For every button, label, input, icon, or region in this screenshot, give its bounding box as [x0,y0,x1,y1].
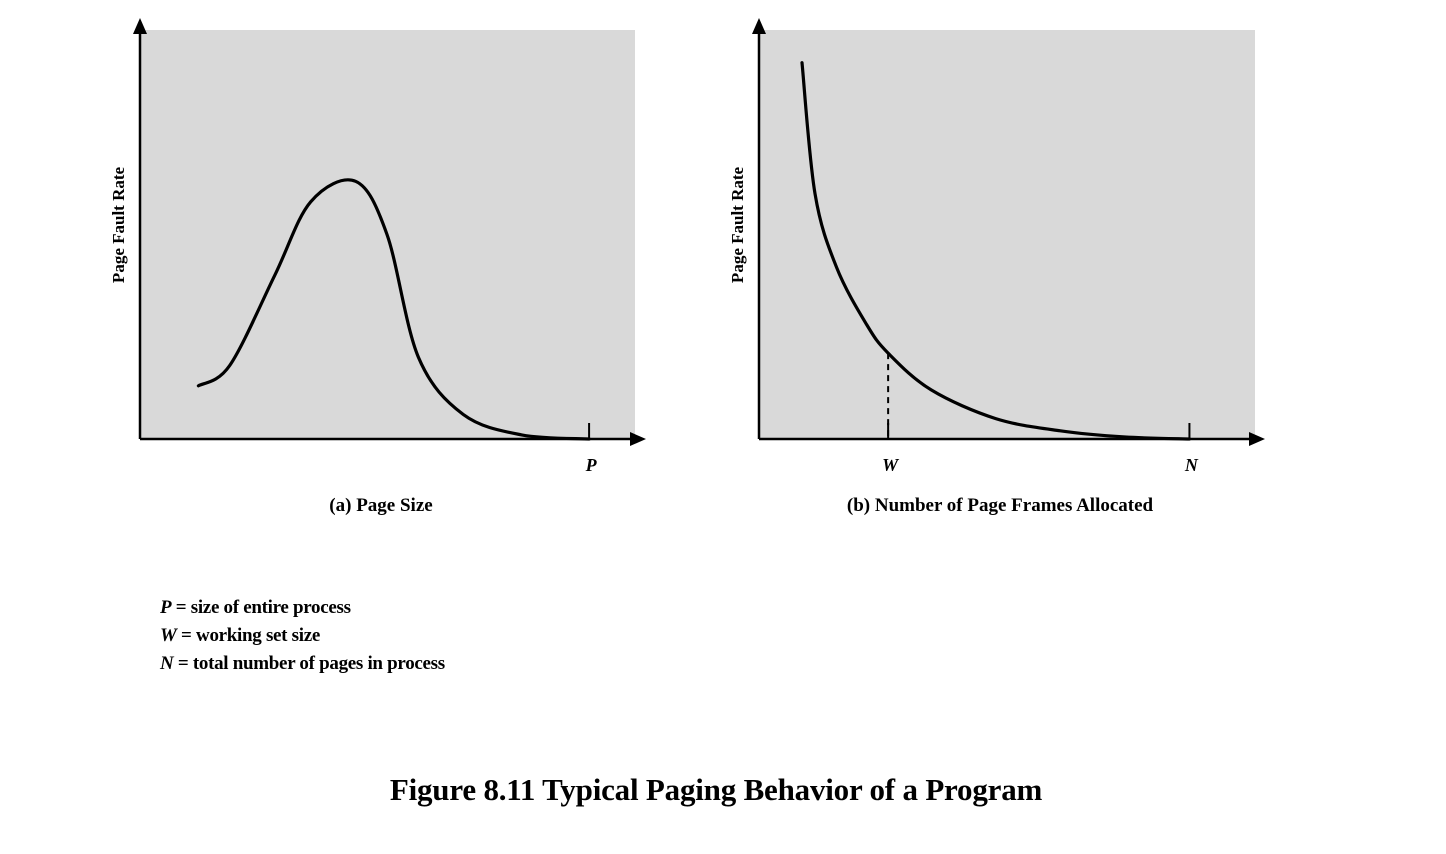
series-line-b-0 [800,61,1191,441]
legend-text: = working set size [176,625,320,646]
legend-item-p: P = size of entire process [160,594,445,622]
y-axis-arrow-a [133,18,147,34]
caption-a: (a) Page Size [329,495,432,516]
x-axis-arrow-b [1249,432,1265,446]
series-line-a-0 [196,178,591,441]
y-axis-label-a: Page Fault Rate [109,166,128,283]
legend-item-n: N = total number of pages in process [160,650,445,678]
x-axis-arrow-a [630,432,646,446]
chart-marks-a: P [196,178,598,475]
x-tick-label-b-1: N [1184,455,1199,475]
legend-item-w: W = working set size [160,622,445,650]
legend-text: = total number of pages in process [173,653,445,674]
symbol-legend: P = size of entire process W = working s… [160,594,445,678]
figure-title: Figure 8.11 Typical Paging Behavior of a… [389,772,1043,807]
legend-symbol: P [160,597,172,618]
caption-b: (b) Number of Page Frames Allocated [847,495,1154,516]
y-axis-label-b: Page Fault Rate [728,166,747,283]
legend-symbol: N [160,653,174,674]
y-axis-arrow-b [752,18,766,34]
plot-background-b [759,30,1255,439]
chart-panel-a: P Page Fault Rate (a) Page Size [109,18,646,516]
legend-symbol: W [160,625,177,646]
legend-text: = size of entire process [171,597,351,618]
x-tick-label-b-0: W [882,455,900,475]
x-tick-label-a-0: P [585,455,598,475]
